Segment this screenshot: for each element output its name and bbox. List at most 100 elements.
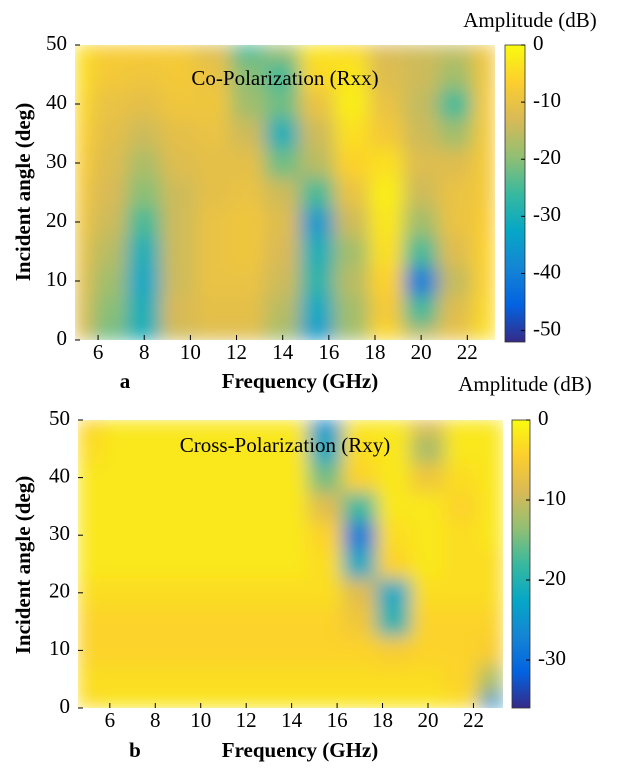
x-tick-label: 22 — [463, 708, 484, 732]
heatmap-cell — [437, 88, 474, 120]
heatmap-cell — [161, 147, 197, 179]
heatmap-cell — [75, 324, 93, 340]
heatmap-cell — [103, 549, 139, 579]
plot-title: Co-Polarization (Rxx) — [191, 66, 378, 90]
heatmap-cell — [240, 635, 276, 666]
heatmap-cell — [137, 433, 173, 464]
heatmap-cell — [195, 206, 232, 238]
heatmap-cell — [137, 577, 173, 608]
heatmap-cell — [230, 324, 266, 340]
heatmap-cell — [299, 45, 336, 61]
y-tick-label: 20 — [49, 579, 70, 603]
heatmap-cell — [410, 462, 446, 493]
heatmap-cell — [334, 147, 370, 179]
heatmap-cell — [137, 635, 173, 666]
heatmap-cell — [103, 462, 139, 493]
heatmap-cell — [410, 420, 446, 435]
heatmap-cell — [376, 693, 412, 708]
x-tick-label: 10 — [180, 340, 201, 364]
heatmap-cell — [376, 433, 412, 464]
x-tick-label: 12 — [226, 340, 247, 364]
heatmap-cell — [308, 606, 344, 637]
heatmap-cell — [472, 45, 495, 61]
y-tick-label: 0 — [57, 326, 68, 350]
heatmap-cell — [126, 118, 163, 149]
panel-label: b — [129, 738, 141, 762]
heatmap-cell — [126, 88, 163, 120]
heatmap-cell — [403, 118, 439, 149]
heatmap-cell — [161, 324, 197, 340]
heatmap-cell — [403, 177, 439, 208]
heatmap-cell — [376, 577, 412, 608]
heatmap-cell — [403, 147, 439, 179]
heatmap-cell — [161, 265, 197, 297]
heatmap-cell — [195, 177, 232, 208]
heatmap-cell — [299, 206, 336, 238]
heatmap-cell — [240, 433, 276, 464]
heatmap-cell — [230, 45, 266, 61]
y-tick-label: 10 — [49, 636, 70, 660]
heatmap — [75, 45, 495, 340]
heatmap-cell — [437, 118, 474, 149]
heatmap-cell — [308, 462, 344, 493]
heatmap-cell — [308, 433, 344, 464]
heatmap-cell — [472, 206, 495, 238]
x-tick-label: 18 — [365, 340, 386, 364]
heatmap-cell — [368, 147, 405, 179]
y-tick-label: 50 — [49, 406, 70, 430]
heatmap-cell — [342, 606, 378, 637]
heatmap-cell — [126, 147, 163, 179]
heatmap-cell — [205, 693, 241, 708]
heatmap-cell — [137, 549, 173, 579]
heatmap-cell — [334, 59, 370, 90]
heatmap-cell — [240, 664, 276, 695]
x-tick-label: 8 — [150, 708, 161, 732]
heatmap-cell — [410, 693, 446, 708]
colorbar-tick-label: -40 — [533, 259, 561, 283]
heatmap-cell — [205, 549, 241, 579]
heatmap-cells — [78, 420, 503, 708]
heatmap — [78, 420, 503, 708]
colorbar-tick-label: -30 — [533, 202, 561, 226]
heatmap-cell — [205, 420, 241, 435]
heatmap-cell — [342, 433, 378, 464]
heatmap-cell — [308, 664, 344, 695]
heatmap-cell — [205, 635, 241, 666]
heatmap-cell — [472, 118, 495, 149]
heatmap-cell — [444, 462, 480, 493]
heatmap-cell — [264, 45, 301, 61]
heatmap-cell — [410, 520, 446, 551]
heatmap-cell — [444, 606, 480, 637]
heatmap-cell — [75, 118, 93, 149]
heatmap-cell — [299, 236, 336, 267]
heatmap-cell — [342, 664, 378, 695]
heatmap-cell — [240, 606, 276, 637]
panel-label: a — [120, 369, 131, 393]
heatmap-cell — [171, 420, 207, 435]
heatmap-cell — [444, 420, 480, 435]
heatmap-cell — [171, 664, 207, 695]
heatmap-cell — [274, 577, 310, 608]
heatmap-cell — [205, 520, 241, 551]
heatmap-cell — [410, 664, 446, 695]
heatmap-cell — [472, 177, 495, 208]
heatmap-cell — [240, 549, 276, 579]
heatmap-cell — [171, 433, 207, 464]
heatmap-cell — [478, 491, 503, 522]
heatmap-cell — [308, 693, 344, 708]
heatmap-cell — [342, 635, 378, 666]
heatmap-cell — [103, 491, 139, 522]
heatmap-cell — [403, 59, 439, 90]
heatmap-cell — [103, 433, 139, 464]
y-tick-label: 40 — [46, 90, 67, 114]
heatmap-cell — [264, 324, 301, 340]
heatmap-cell — [171, 462, 207, 493]
heatmap-cell — [308, 549, 344, 579]
heatmap-cell — [478, 577, 503, 608]
heatmap-cell — [264, 147, 301, 179]
heatmap-cell — [126, 324, 163, 340]
heatmap-cell — [299, 118, 336, 149]
heatmap-cell — [472, 59, 495, 90]
heatmap-cell — [444, 577, 480, 608]
colorbar-tick-label: -30 — [538, 646, 566, 670]
